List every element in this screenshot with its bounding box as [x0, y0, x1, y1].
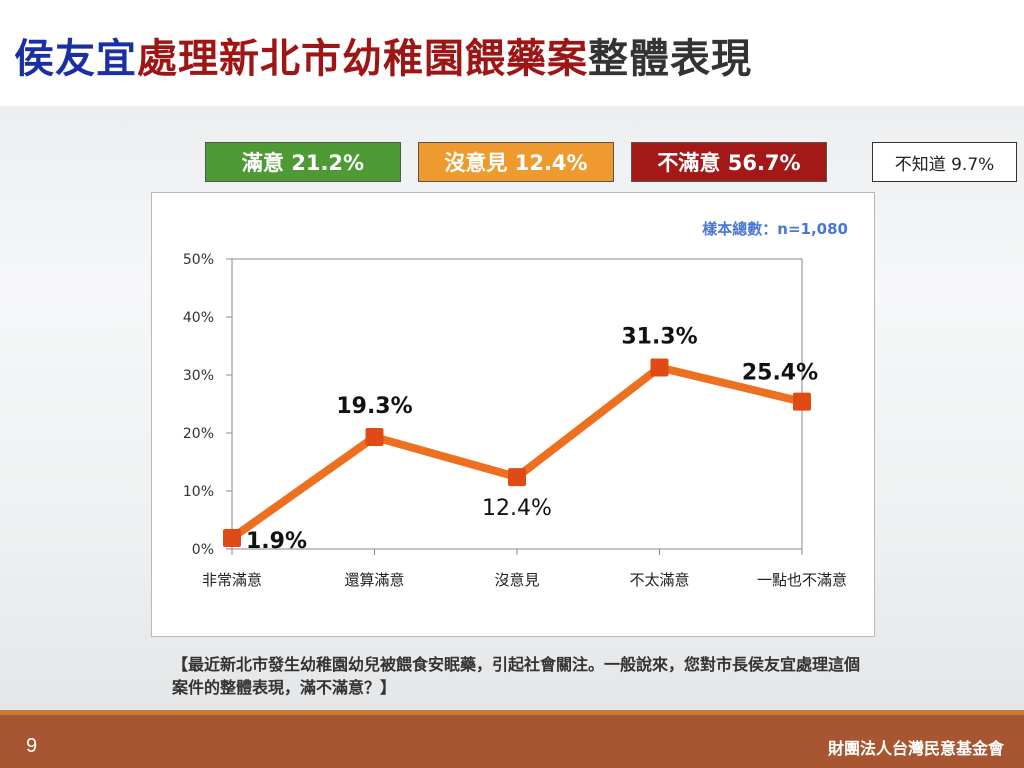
y-tick-label: 50% [183, 252, 214, 268]
x-tick-label: 一點也不滿意 [757, 571, 847, 589]
data-point [650, 358, 669, 377]
data-point [365, 428, 384, 447]
page-number: 9 [26, 735, 38, 757]
page-title: 侯友宜處理新北市幼稚園餵藥案整體表現 [14, 26, 752, 84]
x-tick-label: 不太滿意 [629, 571, 689, 589]
summary-satisfied: 滿意 21.2% [205, 142, 401, 182]
summary-unknown: 不知道 9.7% [872, 142, 1017, 182]
data-point [223, 528, 241, 547]
data-label: 12.4% [482, 496, 552, 521]
y-tick-label: 0% [192, 542, 214, 558]
data-label: 1.9% [246, 529, 307, 554]
x-tick-label: 非常滿意 [202, 571, 262, 589]
y-tick-label: 30% [183, 368, 214, 384]
summary-dissatisfied: 不滿意 56.7% [631, 142, 827, 182]
data-label: 31.3% [621, 324, 697, 349]
data-point [508, 468, 526, 487]
footer-bar: 9 財團法人台灣民意基金會 [0, 710, 1024, 768]
data-label: 19.3% [336, 394, 412, 419]
title-suffix: 整體表現 [588, 36, 752, 82]
y-tick-label: 20% [183, 426, 214, 442]
y-tick-label: 10% [183, 484, 214, 500]
organization-name: 財團法人台灣民意基金會 [827, 739, 1004, 758]
y-tick-label: 40% [183, 310, 214, 326]
chart-panel: 樣本總數：n=1,080 0% 10% 20% 30% 40% 50% 非常滿意 還算滿意 沒意見… [151, 192, 875, 637]
title-case: 處理新北市幼稚園餵藥案 [137, 36, 588, 82]
sample-size-note: 樣本總數：n=1,080 [702, 220, 848, 238]
data-point [793, 392, 811, 411]
summary-neutral: 沒意見 12.4% [418, 142, 614, 182]
x-tick-label: 沒意見 [494, 571, 539, 589]
data-label: 25.4% [742, 361, 818, 386]
survey-question: 【最近新北市發生幼稚園幼兒被餵食安眠藥，引起社會關注。一般說來，您對市長侯友宜處… [172, 655, 861, 697]
x-tick-label: 還算滿意 [344, 571, 404, 589]
line-chart: 樣本總數：n=1,080 0% 10% 20% 30% 40% 50% 非常滿意 還算滿意 沒意見… [183, 220, 848, 589]
title-person: 侯友宜 [14, 36, 137, 82]
